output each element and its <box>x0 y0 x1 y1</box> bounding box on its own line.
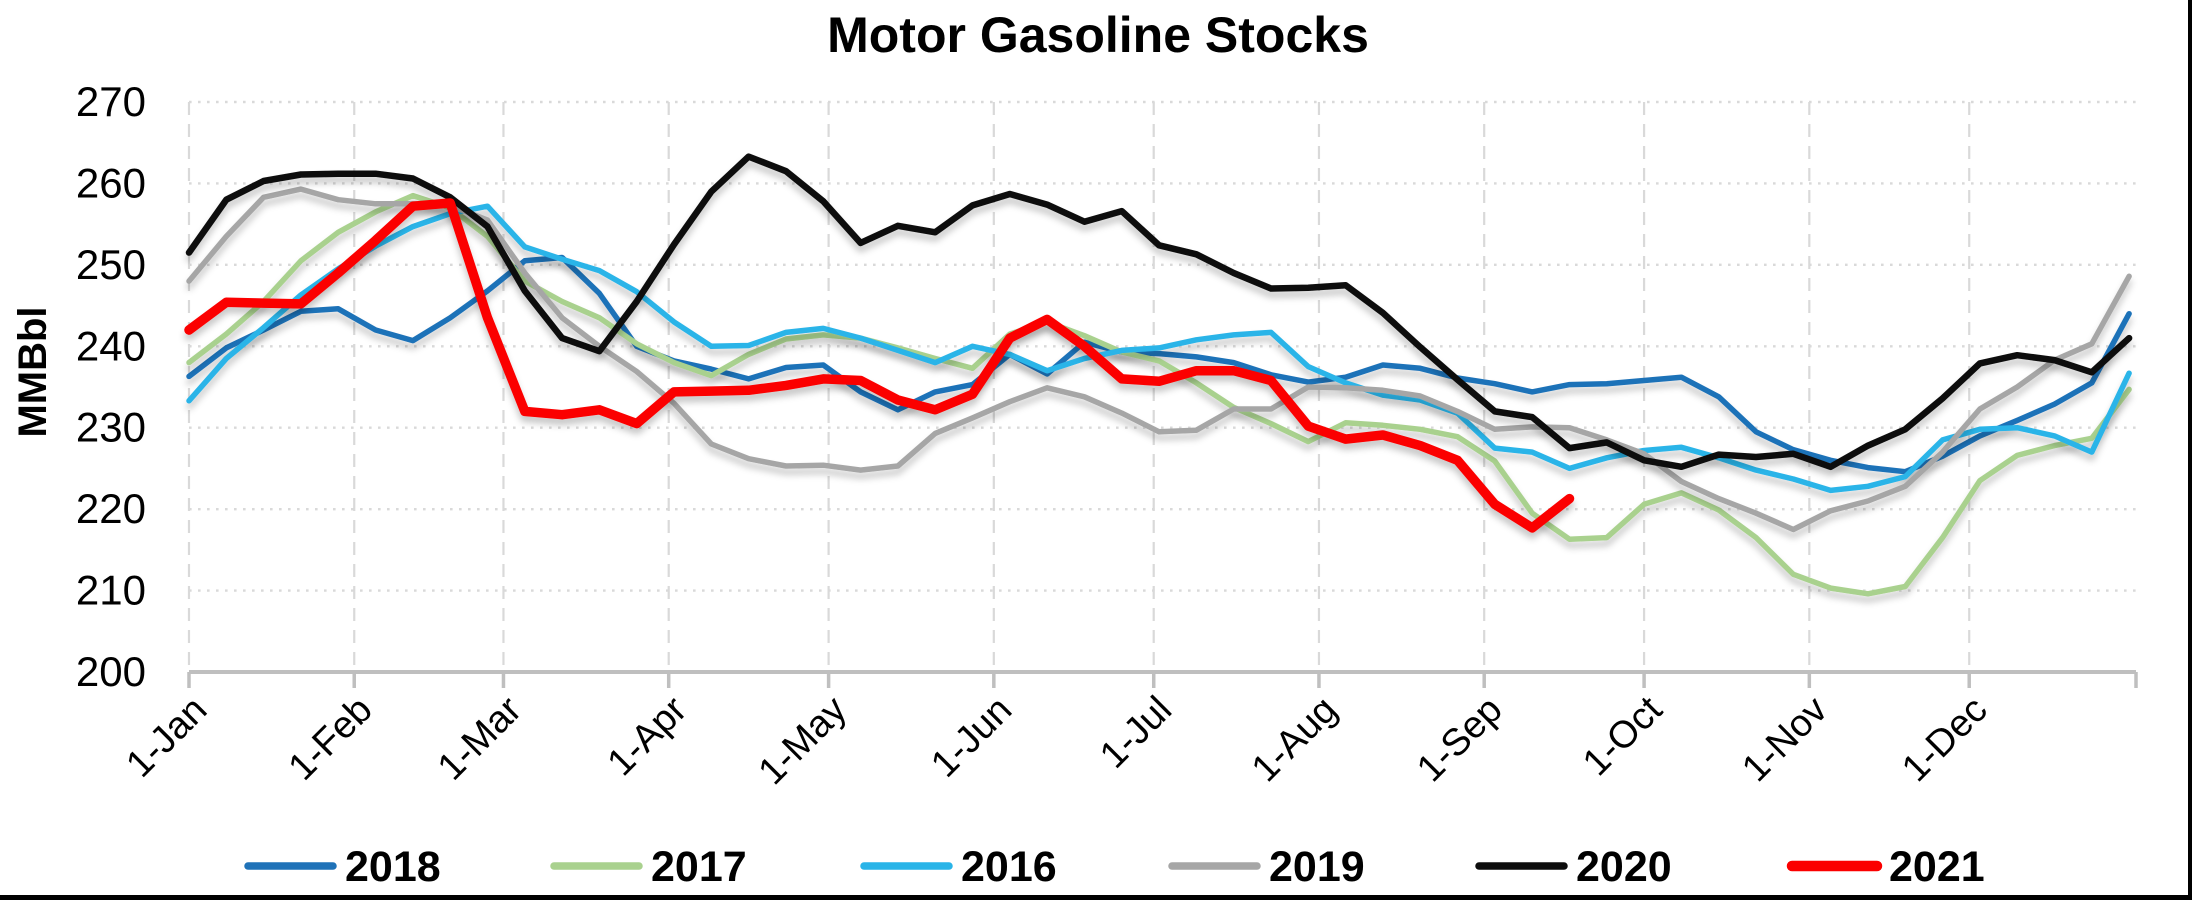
y-tick-label-230: 230 <box>76 404 146 451</box>
y-tick-label-240: 240 <box>76 322 146 369</box>
x-tick-label-1-May: 1-May <box>751 689 855 793</box>
x-tick-label-1-Jun: 1-Jun <box>923 689 1020 786</box>
series-line-2016 <box>186 203 2132 494</box>
legend-label-2020: 2020 <box>1576 843 1672 891</box>
y-axis-label: MMBbl <box>11 306 55 437</box>
series-line-2021 <box>184 198 1575 533</box>
x-tick-label-1-Mar: 1-Mar <box>430 688 530 788</box>
x-tick-label-1-Aug: 1-Aug <box>1244 689 1345 790</box>
series-line-2017 <box>186 192 2132 597</box>
x-tick-label-1-Sep: 1-Sep <box>1409 689 1510 790</box>
series-line-2019 <box>186 186 2132 533</box>
y-tick-label-220: 220 <box>76 485 146 532</box>
x-tick-label-1-Apr: 1-Apr <box>600 688 696 784</box>
legend-label-2017: 2017 <box>651 843 747 891</box>
x-tick-label-1-Oct: 1-Oct <box>1575 688 1671 784</box>
y-tick-label-260: 260 <box>76 159 146 206</box>
chart-title: Motor Gasoline Stocks <box>827 7 1369 63</box>
x-tick-label-1-Dec: 1-Dec <box>1894 689 1995 790</box>
x-tick-label-1-Nov: 1-Nov <box>1734 689 1835 790</box>
legend-label-2016: 2016 <box>961 843 1057 891</box>
legend-label-2018: 2018 <box>345 843 441 891</box>
legend-label-2021: 2021 <box>1889 843 1985 891</box>
y-tick-label-270: 270 <box>76 78 146 125</box>
x-tick-label-1-Jan: 1-Jan <box>118 689 215 786</box>
y-tick-label-250: 250 <box>76 241 146 288</box>
y-tick-label-210: 210 <box>76 567 146 614</box>
x-tick-label-1-Feb: 1-Feb <box>281 689 381 789</box>
series-line-2020 <box>185 153 2133 471</box>
y-tick-label-200: 200 <box>76 648 146 695</box>
x-tick-label-1-Jul: 1-Jul <box>1092 689 1180 777</box>
legend-label-2019: 2019 <box>1269 843 1365 891</box>
